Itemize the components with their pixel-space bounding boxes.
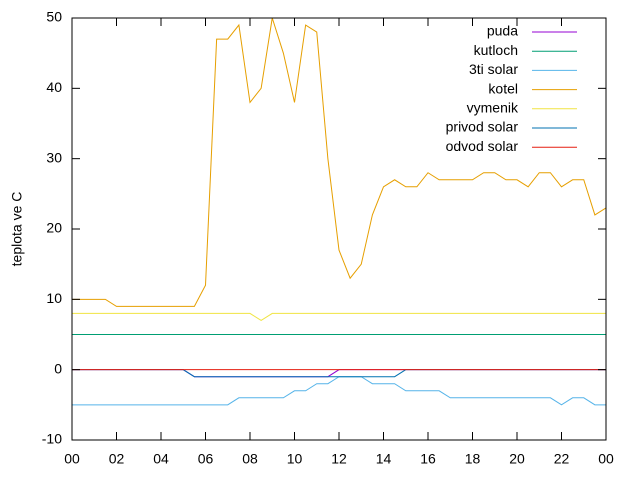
legend-label: kutloch — [474, 42, 518, 58]
y-tick-label: 0 — [54, 360, 62, 376]
series-line — [72, 376, 606, 406]
y-tick-label: -10 — [42, 431, 62, 447]
legend-label: odvod solar — [446, 138, 519, 154]
y-axis-label: teplota ve C — [9, 192, 25, 267]
x-tick-label: 02 — [109, 451, 125, 467]
x-tick-label: 08 — [242, 451, 258, 467]
y-tick-label: 50 — [46, 9, 62, 25]
x-tick-label: 04 — [153, 451, 169, 467]
y-tick-label: 40 — [46, 79, 62, 95]
legend-label: vymenik — [467, 100, 519, 116]
series-line — [72, 312, 606, 322]
series-line — [72, 369, 606, 378]
x-tick-label: 00 — [64, 451, 80, 467]
x-tick-label: 14 — [376, 451, 392, 467]
x-tick-label: 22 — [554, 451, 570, 467]
x-tick-label: 16 — [420, 451, 436, 467]
x-tick-label: 18 — [465, 451, 481, 467]
x-tick-label: 00 — [598, 451, 614, 467]
x-tick-label: 10 — [287, 451, 303, 467]
y-tick-label: 20 — [46, 220, 62, 236]
legend-label: 3ti solar — [469, 61, 518, 77]
legend-label: puda — [487, 23, 518, 39]
x-tick-label: 12 — [331, 451, 347, 467]
y-tick-label: 10 — [46, 290, 62, 306]
x-tick-label: 20 — [509, 451, 525, 467]
series-line — [72, 369, 606, 378]
legend-label: kotel — [488, 80, 518, 96]
y-tick-label: 30 — [46, 149, 62, 165]
x-tick-label: 06 — [198, 451, 214, 467]
legend-label: privod solar — [446, 119, 519, 135]
series-line — [72, 17, 607, 307]
